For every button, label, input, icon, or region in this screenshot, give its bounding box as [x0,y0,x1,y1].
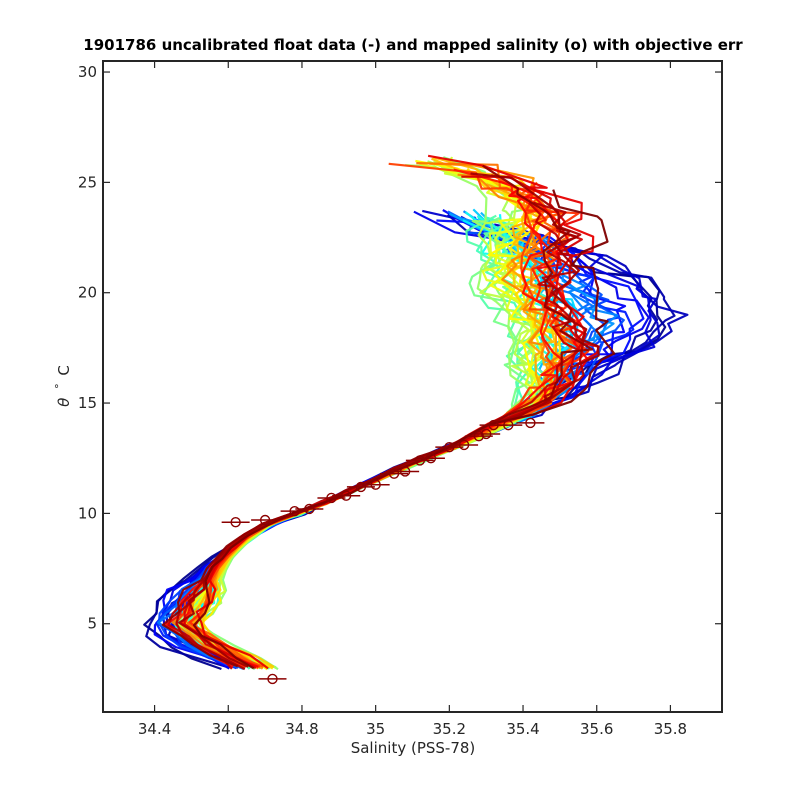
mapped-salinity-point [503,419,514,431]
mapped-salinity-point [473,430,485,442]
plot-frame [102,60,723,713]
x-tick-label: 35.8 [654,720,687,738]
x-tick-label: 35.6 [580,720,613,738]
mapped-salinity-point [304,503,315,515]
x-axis-label: Salinity (PSS-78) [351,739,476,757]
chart-title: 1901786 uncalibrated float data (-) and … [83,36,743,54]
mapped-salinity-markers [221,417,545,685]
mapped-salinity-point [444,441,455,453]
y-axis-label-theta: θ [55,398,73,407]
y-tick-label: 20 [78,284,97,302]
x-tick-label: 34.4 [138,720,171,738]
y-tick-label: 10 [78,504,97,522]
mapped-salinity-point [267,673,278,685]
svg-text:θ ° C: θ ° C [49,365,73,407]
y-axis-ticks: 5 10 15 20 25 30 [78,63,722,633]
x-tick-label: 35 [366,720,385,738]
mapped-salinity-point [259,514,271,526]
mapped-salinity-point [355,481,367,493]
mapped-salinity-point [414,455,426,466]
x-tick-label: 34.8 [285,720,318,738]
x-axis-ticks: 34.4 34.6 34.8 35 35.2 35.4 35.6 35.8 [138,61,687,738]
y-tick-label: 25 [78,173,97,191]
mapped-salinity-point [525,417,536,429]
mapped-salinity-point [289,505,300,517]
mapped-salinity-point [425,453,437,464]
mapped-salinity-point [399,466,411,477]
y-axis-label: θ ° C [49,365,73,407]
float-profile-line [161,164,594,668]
float-profile-line [192,189,616,670]
mapped-salinity-point [326,492,337,504]
y-axis-label-degree: ° [53,383,66,389]
y-axis-label-unit: C [55,365,73,375]
x-tick-label: 34.6 [212,720,245,738]
mapped-salinity-point [230,517,241,528]
mapped-salinity-point [388,468,400,479]
mapped-salinity-point [480,428,492,440]
mapped-salinity-point [458,439,470,451]
x-tick-label: 35.2 [433,720,466,738]
y-tick-label: 5 [87,615,97,633]
y-tick-label: 30 [78,63,97,81]
float-profile-line [175,201,585,671]
mapped-salinity-point [370,479,381,490]
y-tick-label: 15 [78,394,97,412]
x-tick-label: 35.4 [506,720,539,738]
mapped-salinity-point [340,490,352,501]
